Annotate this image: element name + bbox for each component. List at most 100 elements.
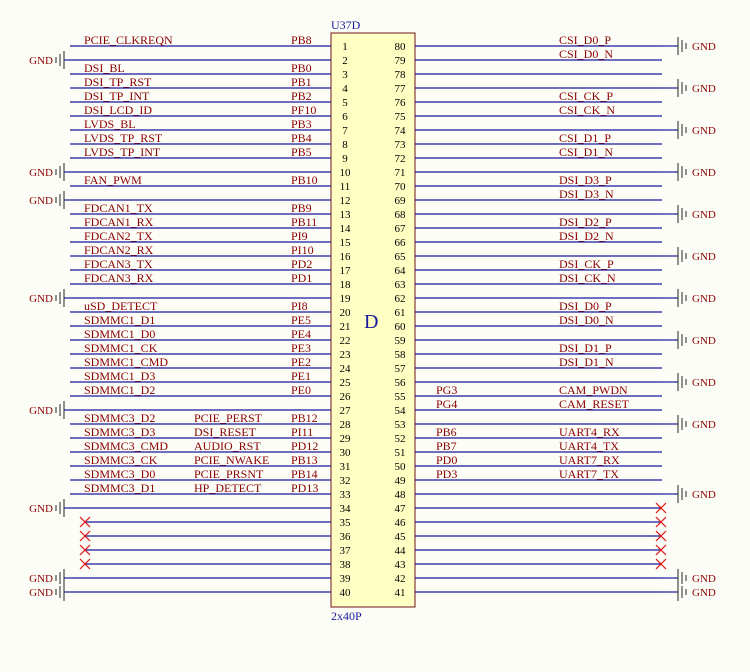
net-label-right: CSI_CK_P: [559, 89, 613, 103]
net-label-right: DSI_D0_P: [559, 299, 612, 313]
pin-number-right: 55: [395, 391, 407, 403]
port-label-left: PD12: [291, 439, 318, 453]
net-label-right: CSI_D0_P: [559, 33, 611, 47]
net-label-left: PCIE_CLKREQN: [84, 33, 173, 47]
pin-number-left: 3: [342, 69, 348, 81]
no-connect-mark: [655, 544, 667, 556]
pin-number-right: 50: [395, 461, 407, 473]
pin-number-left: 9: [342, 153, 348, 165]
net-label-right: DSI_D1_P: [559, 341, 612, 355]
gnd-label: GND: [29, 293, 53, 305]
net-label-left: SDMMC1_D2: [84, 383, 155, 397]
pin-number-right: 56: [395, 377, 407, 389]
net-label-left: SDMMC3_CK: [84, 453, 158, 467]
pin-number-left: 26: [340, 391, 352, 403]
port-label-left: PB8: [291, 33, 312, 47]
pin-number-right: 62: [395, 293, 406, 305]
no-connect-mark: [79, 558, 91, 570]
pin-number-left: 37: [340, 545, 352, 557]
pin-number-left: 4: [342, 83, 348, 95]
no-connect-mark: [79, 516, 91, 528]
pin-number-left: 10: [340, 167, 352, 179]
gnd-label: GND: [692, 419, 716, 431]
port-label-left: PB1: [291, 75, 312, 89]
pin-number-left: 20: [340, 307, 352, 319]
component-designator: U37D: [331, 18, 361, 32]
pin-number-right: 44: [395, 545, 407, 557]
pin-number-right: 52: [395, 433, 406, 445]
pin-number-right: 70: [395, 181, 407, 193]
port-label-left: PD1: [291, 271, 312, 285]
net-label-left: SDMMC1_CMD: [84, 355, 168, 369]
pin-number-left: 34: [340, 503, 352, 515]
pin-number-right: 68: [395, 209, 407, 221]
net-label-right: CSI_D1_P: [559, 131, 611, 145]
pin-number-left: 24: [340, 363, 352, 375]
pin-number-left: 17: [340, 265, 352, 277]
gnd-label: GND: [692, 293, 716, 305]
pin-number-left: 16: [340, 251, 352, 263]
pin-number-right: 66: [395, 237, 407, 249]
pin-number-right: 59: [395, 335, 407, 347]
pin-number-right: 61: [395, 307, 406, 319]
pin-number-left: 15: [340, 237, 352, 249]
gnd-label: GND: [692, 125, 716, 137]
gnd-label: GND: [29, 587, 53, 599]
pin-number-right: 80: [395, 41, 407, 53]
pin-number-left: 7: [342, 125, 348, 137]
port-label-right: PG3: [436, 383, 457, 397]
pin-number-left: 21: [340, 321, 351, 333]
net-label-left: SDMMC1_CK: [84, 341, 158, 355]
net-label-left: SDMMC3_CMD: [84, 439, 168, 453]
port-label-right: PG4: [436, 397, 457, 411]
gnd-label: GND: [692, 587, 716, 599]
net-label-right: DSI_CK_P: [559, 257, 614, 271]
port-label-left: PB9: [291, 201, 312, 215]
pin-number-right: 47: [395, 503, 407, 515]
net-label-left: FDCAN1_RX: [84, 215, 154, 229]
pin-number-right: 60: [395, 321, 407, 333]
pin-number-right: 46: [395, 517, 407, 529]
net-label-right: UART4_TX: [559, 439, 619, 453]
port-label-left: PI11: [291, 425, 313, 439]
net-label-left: LVDS_BL: [84, 117, 136, 131]
net-label-right: CSI_CK_N: [559, 103, 615, 117]
pin-number-left: 36: [340, 531, 352, 543]
pin-number-left: 22: [340, 335, 351, 347]
no-connect-mark: [655, 516, 667, 528]
port-label-left: PB13: [291, 453, 318, 467]
port-label-left: PD2: [291, 257, 312, 271]
pin-number-left: 13: [340, 209, 352, 221]
no-connect-mark: [79, 530, 91, 542]
net-alias-left: AUDIO_RST: [194, 439, 261, 453]
port-label-left: PE3: [291, 341, 311, 355]
pin-number-right: 51: [395, 447, 406, 459]
port-label-left: PI9: [291, 229, 308, 243]
pin-number-left: 38: [340, 559, 352, 571]
net-label-right: UART7_RX: [559, 453, 620, 467]
net-label-right: DSI_D0_N: [559, 313, 614, 327]
net-label-left: SDMMC3_D2: [84, 411, 155, 425]
component-part-value: 2x40P: [331, 609, 362, 623]
net-label-left: SDMMC1_D0: [84, 327, 155, 341]
net-alias-left: DSI_RESET: [194, 425, 257, 439]
port-label-right: PD0: [436, 453, 457, 467]
component-body[interactable]: [330, 32, 416, 608]
pin-number-left: 30: [340, 447, 352, 459]
no-connect-mark: [655, 502, 667, 514]
gnd-label: GND: [29, 167, 53, 179]
net-alias-left: PCIE_PRSNT: [194, 467, 264, 481]
net-label-left: LVDS_TP_INT: [84, 145, 161, 159]
pin-number-left: 1: [342, 41, 348, 53]
net-alias-left: PCIE_NWAKE: [194, 453, 269, 467]
pin-number-right: 79: [395, 55, 407, 67]
pin-number-left: 40: [340, 587, 352, 599]
net-label-right: CSI_D0_N: [559, 47, 613, 61]
port-label-left: PE2: [291, 355, 311, 369]
pin-number-left: 18: [340, 279, 352, 291]
pin-number-right: 77: [395, 83, 407, 95]
pin-number-right: 48: [395, 489, 407, 501]
port-label-right: PD3: [436, 467, 457, 481]
gnd-label: GND: [692, 167, 716, 179]
net-label-left: DSI_BL: [84, 61, 125, 75]
